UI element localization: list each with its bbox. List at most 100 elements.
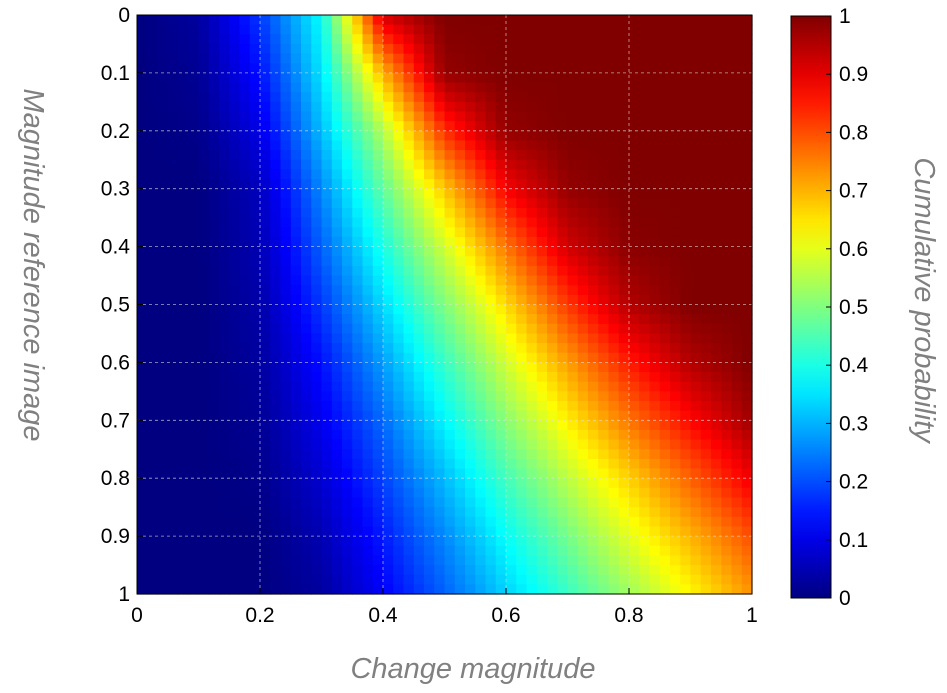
heatmap-cell: [465, 314, 476, 325]
heatmap-cell: [424, 15, 435, 26]
heatmap-cell: [137, 458, 148, 470]
heatmap-cell: [208, 545, 220, 556]
heatmap-cell: [516, 391, 528, 402]
heatmap-cell: [485, 304, 497, 315]
heatmap-cell: [465, 169, 476, 180]
heatmap-cell: [711, 92, 722, 103]
heatmap-cell: [321, 82, 333, 93]
heatmap-cell: [649, 150, 661, 161]
heatmap-cell: [260, 121, 271, 132]
heatmap-cell: [137, 565, 148, 576]
heatmap-cell: [137, 188, 148, 199]
heatmap-cell: [506, 429, 517, 441]
heatmap-cell: [383, 179, 394, 190]
heatmap-cell: [495, 449, 507, 460]
heatmap-cell: [629, 275, 640, 286]
heatmap-cell: [188, 265, 200, 277]
heatmap-cell: [311, 236, 323, 248]
heatmap-cell: [680, 478, 692, 489]
heatmap-cell: [311, 159, 323, 170]
heatmap-cell: [598, 53, 610, 64]
heatmap-cell: [567, 159, 579, 170]
heatmap-cell: [239, 169, 251, 180]
heatmap-cell: [577, 458, 589, 470]
heatmap-cell: [465, 101, 476, 113]
heatmap-cell: [321, 92, 333, 103]
heatmap-cell: [721, 526, 733, 537]
heatmap-cell: [567, 545, 579, 556]
heatmap-cell: [680, 555, 692, 566]
heatmap-cell: [280, 555, 292, 566]
heatmap-cell: [424, 323, 435, 335]
heatmap-cell: [721, 584, 733, 595]
heatmap-cell: [516, 478, 528, 489]
heatmap-cell: [516, 256, 528, 267]
heatmap-cell: [331, 487, 343, 499]
heatmap-cell: [239, 507, 251, 518]
heatmap-cell: [495, 150, 507, 161]
heatmap-cell: [711, 555, 722, 566]
heatmap-cell: [608, 208, 620, 219]
heatmap-cell: [331, 381, 343, 392]
heatmap-cell: [444, 82, 456, 93]
heatmap-cell: [280, 15, 292, 26]
heatmap-cell: [321, 391, 333, 402]
heatmap-cell: [434, 24, 446, 35]
heatmap-cell: [649, 217, 661, 228]
heatmap-cell: [290, 217, 302, 228]
heatmap-cell: [577, 82, 589, 93]
heatmap-cell: [526, 352, 538, 363]
heatmap-cell: [393, 584, 405, 595]
heatmap-cell: [290, 15, 302, 26]
heatmap-cell: [147, 275, 159, 286]
heatmap-cell: [137, 179, 148, 190]
heatmap-cell: [629, 285, 640, 296]
heatmap-cell: [598, 159, 610, 170]
heatmap-cell: [711, 507, 722, 518]
heatmap-cell: [588, 478, 599, 489]
heatmap-cell: [588, 285, 599, 296]
heatmap-cell: [588, 53, 599, 64]
heatmap-cell: [383, 507, 394, 518]
heatmap-cell: [290, 179, 302, 190]
heatmap-cell: [239, 343, 251, 354]
heatmap-cell: [147, 188, 159, 199]
heatmap-cell: [198, 169, 210, 180]
heatmap-cell: [495, 246, 507, 257]
heatmap-cell: [608, 63, 620, 74]
heatmap-cell: [649, 63, 661, 74]
heatmap-cell: [147, 449, 159, 460]
heatmap-cell: [649, 275, 661, 286]
heatmap-cell: [557, 294, 569, 306]
heatmap-cell: [618, 265, 630, 277]
heatmap-cell: [208, 507, 220, 518]
heatmap-cell: [403, 24, 415, 35]
heatmap-cell: [342, 545, 353, 556]
heatmap-cell: [721, 343, 733, 354]
heatmap-cell: [731, 265, 743, 277]
heatmap-cell: [670, 516, 681, 528]
heatmap-cell: [495, 516, 507, 528]
heatmap-cell: [270, 458, 282, 470]
heatmap-cell: [526, 53, 538, 64]
heatmap-cell: [557, 420, 569, 431]
heatmap-cell: [362, 236, 374, 248]
heatmap-cell: [249, 188, 261, 199]
heatmap-cell: [629, 487, 640, 499]
heatmap-cell: [649, 323, 661, 335]
heatmap-cell: [331, 63, 343, 74]
heatmap-cell: [311, 410, 323, 421]
heatmap-cell: [721, 304, 733, 315]
heatmap-cell: [249, 53, 261, 64]
heatmap-cell: [598, 352, 610, 363]
heatmap-cell: [249, 458, 261, 470]
heatmap-cell: [260, 236, 271, 248]
heatmap-cell: [608, 159, 620, 170]
heatmap-cell: [577, 352, 589, 363]
heatmap-cell: [711, 265, 722, 277]
heatmap-cell: [659, 323, 671, 335]
heatmap-cell: [485, 188, 497, 199]
heatmap-cell: [495, 198, 507, 209]
heatmap-cell: [403, 526, 415, 537]
heatmap-cell: [311, 294, 323, 306]
